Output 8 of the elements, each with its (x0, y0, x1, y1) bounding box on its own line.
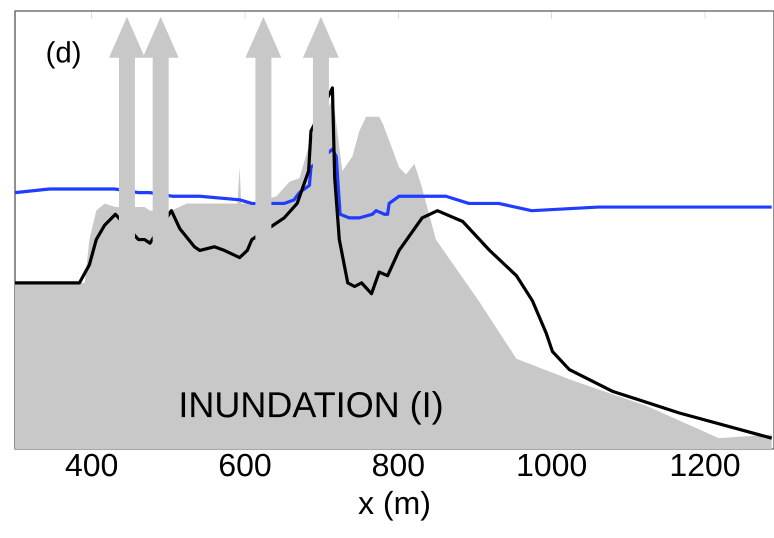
x-tick-label: 400 (66, 454, 118, 476)
x-tick-label: 1200 (672, 454, 740, 476)
x-axis-title: x (m) (358, 490, 429, 521)
annotation: INUNDATION (I) (182, 391, 442, 425)
x-tick-label: 800 (373, 454, 424, 476)
text: (d) (47, 41, 80, 68)
x-tick-label: 600 (220, 454, 270, 476)
x-tick-label: 1000 (518, 454, 586, 476)
